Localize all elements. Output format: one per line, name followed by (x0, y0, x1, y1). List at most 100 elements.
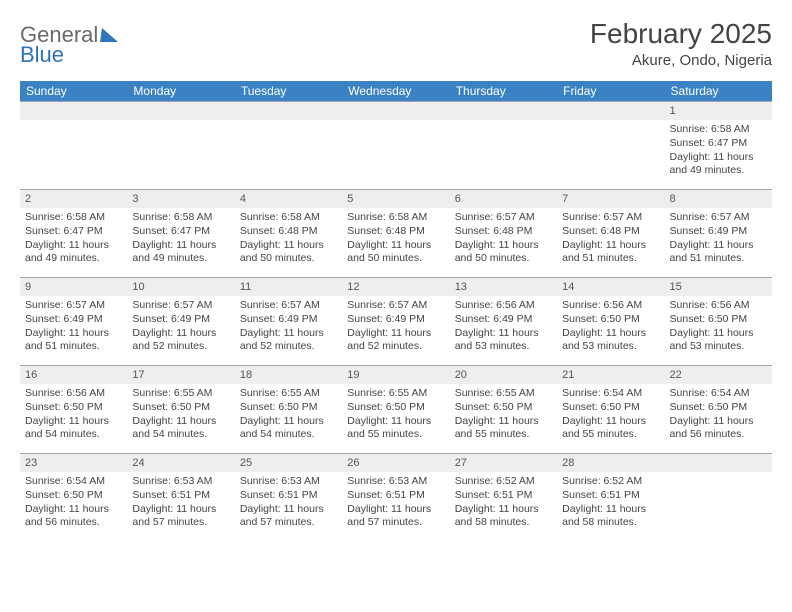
day-body: Sunrise: 6:58 AMSunset: 6:47 PMDaylight:… (665, 120, 772, 184)
sunrise-text: Sunrise: 6:57 AM (347, 299, 444, 313)
weekday-header: Wednesday (342, 81, 449, 101)
sunrise-text: Sunrise: 6:52 AM (562, 475, 659, 489)
daylight-text: Daylight: 11 hours and 50 minutes. (455, 239, 552, 266)
sunrise-text: Sunrise: 6:53 AM (347, 475, 444, 489)
calendar-day-cell (450, 101, 557, 189)
calendar-week-row: 23Sunrise: 6:54 AMSunset: 6:50 PMDayligh… (20, 453, 772, 541)
sunset-text: Sunset: 6:49 PM (25, 313, 122, 327)
calendar-day-cell: 15Sunrise: 6:56 AMSunset: 6:50 PMDayligh… (665, 277, 772, 365)
sunrise-text: Sunrise: 6:54 AM (562, 387, 659, 401)
sunrise-text: Sunrise: 6:57 AM (240, 299, 337, 313)
day-number: 20 (450, 365, 557, 384)
calendar-day-cell: 5Sunrise: 6:58 AMSunset: 6:48 PMDaylight… (342, 189, 449, 277)
day-number: 11 (235, 277, 342, 296)
daylight-text: Daylight: 11 hours and 49 minutes. (25, 239, 122, 266)
sunrise-text: Sunrise: 6:58 AM (132, 211, 229, 225)
daylight-text: Daylight: 11 hours and 52 minutes. (347, 327, 444, 354)
month-title: February 2025 (590, 18, 772, 50)
calendar-day-cell: 28Sunrise: 6:52 AMSunset: 6:51 PMDayligh… (557, 453, 664, 541)
title-block: February 2025 Akure, Ondo, Nigeria (590, 18, 772, 69)
calendar-day-cell: 16Sunrise: 6:56 AMSunset: 6:50 PMDayligh… (20, 365, 127, 453)
calendar-day-cell: 26Sunrise: 6:53 AMSunset: 6:51 PMDayligh… (342, 453, 449, 541)
daylight-text: Daylight: 11 hours and 52 minutes. (132, 327, 229, 354)
day-body: Sunrise: 6:55 AMSunset: 6:50 PMDaylight:… (235, 384, 342, 448)
sunset-text: Sunset: 6:48 PM (347, 225, 444, 239)
daylight-text: Daylight: 11 hours and 51 minutes. (562, 239, 659, 266)
day-body: Sunrise: 6:53 AMSunset: 6:51 PMDaylight:… (342, 472, 449, 536)
sunrise-text: Sunrise: 6:56 AM (455, 299, 552, 313)
calendar-day-cell: 12Sunrise: 6:57 AMSunset: 6:49 PMDayligh… (342, 277, 449, 365)
weekday-header: Sunday (20, 81, 127, 101)
sunrise-text: Sunrise: 6:53 AM (240, 475, 337, 489)
sunset-text: Sunset: 6:50 PM (562, 401, 659, 415)
sunset-text: Sunset: 6:50 PM (240, 401, 337, 415)
calendar-day-cell (235, 101, 342, 189)
calendar-day-cell: 21Sunrise: 6:54 AMSunset: 6:50 PMDayligh… (557, 365, 664, 453)
day-body: Sunrise: 6:55 AMSunset: 6:50 PMDaylight:… (342, 384, 449, 448)
day-number: 7 (557, 189, 664, 208)
day-body: Sunrise: 6:55 AMSunset: 6:50 PMDaylight:… (450, 384, 557, 448)
daylight-text: Daylight: 11 hours and 51 minutes. (25, 327, 122, 354)
weekday-header: Monday (127, 81, 234, 101)
sunset-text: Sunset: 6:49 PM (455, 313, 552, 327)
weekday-header: Friday (557, 81, 664, 101)
day-number (235, 101, 342, 120)
weekday-header: Tuesday (235, 81, 342, 101)
calendar-day-cell: 22 Sunrise: 6:54 AMSunset: 6:50 PMDayligh… (665, 365, 772, 453)
daylight-text: Daylight: 11 hours and 55 minutes. (562, 415, 659, 442)
calendar-day-cell: 6Sunrise: 6:57 AMSunset: 6:48 PMDaylight… (450, 189, 557, 277)
day-body: Sunrise: 6:57 AMSunset: 6:49 PMDaylight:… (342, 296, 449, 360)
day-number: 4 (235, 189, 342, 208)
calendar-day-cell: 2Sunrise: 6:58 AMSunset: 6:47 PMDaylight… (20, 189, 127, 277)
day-body: Sunrise: 6:57 AMSunset: 6:48 PMDaylight:… (557, 208, 664, 272)
calendar-week-row: 2Sunrise: 6:58 AMSunset: 6:47 PMDaylight… (20, 189, 772, 277)
calendar-day-cell: 11Sunrise: 6:57 AMSunset: 6:49 PMDayligh… (235, 277, 342, 365)
day-body: Sunrise: 6:57 AMSunset: 6:49 PMDaylight:… (665, 208, 772, 272)
day-number: 22 (665, 365, 772, 384)
calendar-day-cell (557, 101, 664, 189)
daylight-text: Daylight: 11 hours and 56 minutes. (670, 415, 767, 442)
daylight-text: Daylight: 11 hours and 58 minutes. (455, 503, 552, 530)
calendar-day-cell: 17Sunrise: 6:55 AMSunset: 6:50 PMDayligh… (127, 365, 234, 453)
daylight-text: Daylight: 11 hours and 54 minutes. (240, 415, 337, 442)
calendar-day-cell: 3Sunrise: 6:58 AMSunset: 6:47 PMDaylight… (127, 189, 234, 277)
day-number: 27 (450, 453, 557, 472)
sunset-text: Sunset: 6:51 PM (455, 489, 552, 503)
day-number: 12 (342, 277, 449, 296)
day-body: Sunrise: 6:52 AMSunset: 6:51 PMDaylight:… (557, 472, 664, 536)
day-number: 5 (342, 189, 449, 208)
daylight-text: Daylight: 11 hours and 53 minutes. (562, 327, 659, 354)
day-number: 1 (665, 101, 772, 120)
calendar-day-cell: 9Sunrise: 6:57 AMSunset: 6:49 PMDaylight… (20, 277, 127, 365)
day-body: Sunrise: 6:56 AMSunset: 6:50 PMDaylight:… (20, 384, 127, 448)
day-body: Sunrise: 6:58 AMSunset: 6:47 PMDaylight:… (20, 208, 127, 272)
sunrise-text: Sunrise: 6:58 AM (347, 211, 444, 225)
daylight-text: Daylight: 11 hours and 58 minutes. (562, 503, 659, 530)
day-number: 3 (127, 189, 234, 208)
sunrise-text: Sunrise: 6:54 AM (670, 387, 767, 401)
day-number (342, 101, 449, 120)
day-body: Sunrise: 6:54 AMSunset: 6:50 PMDaylight:… (20, 472, 127, 536)
day-number (557, 101, 664, 120)
calendar-week-row: 16Sunrise: 6:56 AMSunset: 6:50 PMDayligh… (20, 365, 772, 453)
calendar-day-cell: 23Sunrise: 6:54 AMSunset: 6:50 PMDayligh… (20, 453, 127, 541)
sunset-text: Sunset: 6:47 PM (670, 137, 767, 151)
sunset-text: Sunset: 6:50 PM (25, 401, 122, 415)
daylight-text: Daylight: 11 hours and 57 minutes. (132, 503, 229, 530)
sunset-text: Sunset: 6:50 PM (347, 401, 444, 415)
sunrise-text: Sunrise: 6:55 AM (347, 387, 444, 401)
sunset-text: Sunset: 6:51 PM (562, 489, 659, 503)
day-number (665, 453, 772, 472)
sunrise-text: Sunrise: 6:52 AM (455, 475, 552, 489)
logo-text-2: Blue (20, 42, 64, 68)
sunset-text: Sunset: 6:48 PM (562, 225, 659, 239)
day-number: 15 (665, 277, 772, 296)
day-number: 24 (127, 453, 234, 472)
sunset-text: Sunset: 6:49 PM (670, 225, 767, 239)
day-body: Sunrise: 6:58 AMSunset: 6:48 PMDaylight:… (342, 208, 449, 272)
calendar-day-cell: 10Sunrise: 6:57 AMSunset: 6:49 PMDayligh… (127, 277, 234, 365)
sunset-text: Sunset: 6:50 PM (670, 401, 767, 415)
day-number: 18 (235, 365, 342, 384)
calendar-week-row: 9Sunrise: 6:57 AMSunset: 6:49 PMDaylight… (20, 277, 772, 365)
daylight-text: Daylight: 11 hours and 50 minutes. (347, 239, 444, 266)
